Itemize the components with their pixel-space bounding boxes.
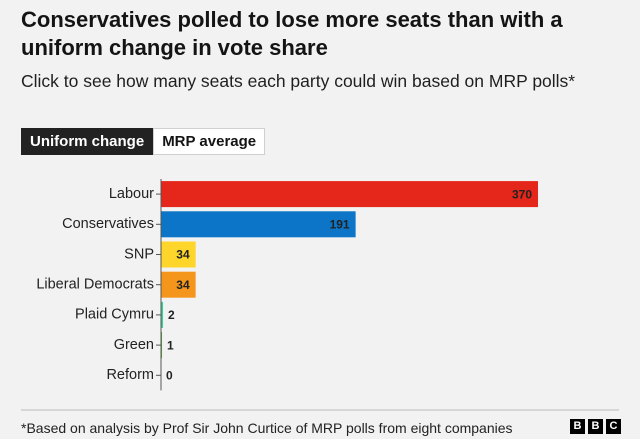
bar xyxy=(161,301,164,328)
y-tick-label: Reform xyxy=(106,367,154,383)
bar xyxy=(161,181,538,208)
logo: B B C xyxy=(570,419,621,434)
y-tick-label: SNP xyxy=(124,246,154,262)
value-label: 191 xyxy=(330,217,350,231)
chart-title: Conservatives polled to lose more seats … xyxy=(21,7,563,60)
value-label: 370 xyxy=(512,187,532,201)
y-tick-label: Labour xyxy=(109,186,154,202)
tab[interactable]: Uniform change xyxy=(21,128,154,155)
y-tick-label: Plaid Cymru xyxy=(75,307,154,323)
logo-letter: B xyxy=(588,419,603,434)
value-label: 0 xyxy=(166,368,173,382)
y-tick-label: Conservatives xyxy=(62,216,154,232)
chart-subtitle: Click to see how many seats each party c… xyxy=(21,71,576,91)
y-tick-label: Green xyxy=(114,337,154,353)
tab[interactable]: MRP average xyxy=(153,128,266,155)
value-label: 34 xyxy=(176,278,190,292)
bar xyxy=(161,332,163,359)
bar xyxy=(161,241,196,268)
value-label: 34 xyxy=(176,248,190,262)
logo-letter: C xyxy=(606,419,621,434)
logo-letter: B xyxy=(570,419,585,434)
bar xyxy=(161,211,356,238)
bar xyxy=(161,271,196,298)
tab-group: Uniform change MRP average xyxy=(21,128,266,155)
y-tick-label: Liberal Democrats xyxy=(36,277,154,293)
value-label: 1 xyxy=(167,338,174,352)
footnote: *Based on analysis by Prof Sir John Curt… xyxy=(21,420,513,436)
value-label: 2 xyxy=(168,308,175,322)
